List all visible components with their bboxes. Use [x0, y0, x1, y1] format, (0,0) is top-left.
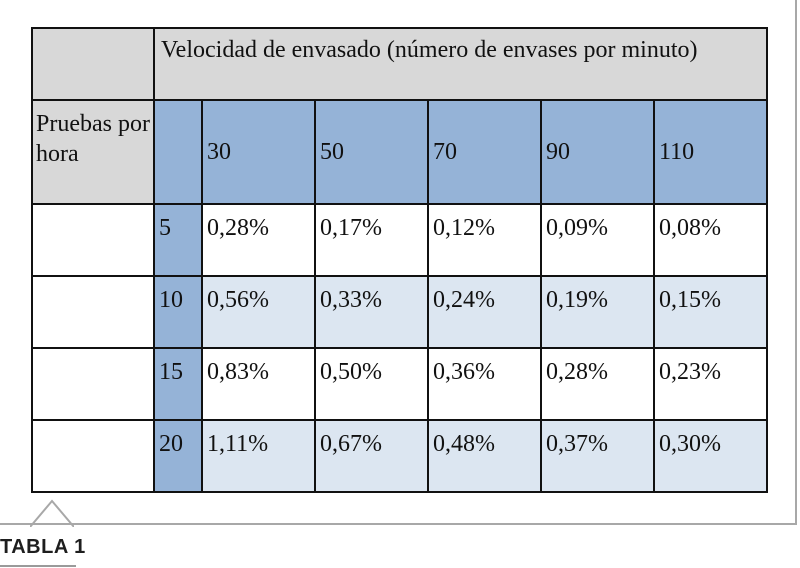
value-cell: 0,12%: [427, 203, 542, 277]
speed-cell: 30: [201, 99, 316, 205]
table-row: 15 0,83% 0,50% 0,36% 0,28% 0,23%: [31, 347, 768, 421]
empty-cell: [31, 419, 155, 493]
speed-cell: 50: [314, 99, 429, 205]
value-cell: 0,09%: [540, 203, 655, 277]
value-cell: 0,15%: [653, 275, 768, 349]
tests-cell: 10: [153, 275, 203, 349]
value-cell: 0,28%: [540, 347, 655, 421]
tests-cell: 15: [153, 347, 203, 421]
value-cell: 0,56%: [201, 275, 316, 349]
table-row: 20 1,11% 0,67% 0,48% 0,37% 0,30%: [31, 419, 768, 493]
tests-per-hour-label: Pruebas por hora: [31, 99, 155, 205]
speed-cell: 90: [540, 99, 655, 205]
blank-header-cell: [153, 99, 203, 205]
caption-underline: [0, 565, 76, 567]
value-cell: 0,30%: [653, 419, 768, 493]
caption-pointer: [30, 499, 74, 527]
tests-cell: 5: [153, 203, 203, 277]
table-title-row: Velocidad de envasado (número de envases…: [31, 27, 768, 101]
tests-cell: 20: [153, 419, 203, 493]
empty-cell: [31, 203, 155, 277]
value-cell: 0,83%: [201, 347, 316, 421]
value-cell: 0,28%: [201, 203, 316, 277]
table-row: 5 0,28% 0,17% 0,12% 0,09% 0,08%: [31, 203, 768, 277]
empty-cell: [31, 275, 155, 349]
data-table: Velocidad de envasado (número de envases…: [31, 27, 768, 493]
value-cell: 0,08%: [653, 203, 768, 277]
value-cell: 0,48%: [427, 419, 542, 493]
figure-frame: [0, 0, 797, 525]
value-cell: 0,36%: [427, 347, 542, 421]
empty-cell: [31, 347, 155, 421]
value-cell: 0,17%: [314, 203, 429, 277]
value-cell: 0,33%: [314, 275, 429, 349]
table-row: 10 0,56% 0,33% 0,24% 0,19% 0,15%: [31, 275, 768, 349]
speed-row: Pruebas por hora 30 50 70 90 110: [31, 99, 768, 205]
value-cell: 0,23%: [653, 347, 768, 421]
value-cell: 0,67%: [314, 419, 429, 493]
speed-header: Velocidad de envasado (número de envases…: [153, 27, 768, 101]
value-cell: 0,37%: [540, 419, 655, 493]
value-cell: 0,24%: [427, 275, 542, 349]
speed-cell: 110: [653, 99, 768, 205]
speed-cell: 70: [427, 99, 542, 205]
corner-cell: [31, 27, 155, 101]
value-cell: 0,50%: [314, 347, 429, 421]
value-cell: 0,19%: [540, 275, 655, 349]
table-caption: TABLA 1: [0, 536, 86, 558]
value-cell: 1,11%: [201, 419, 316, 493]
